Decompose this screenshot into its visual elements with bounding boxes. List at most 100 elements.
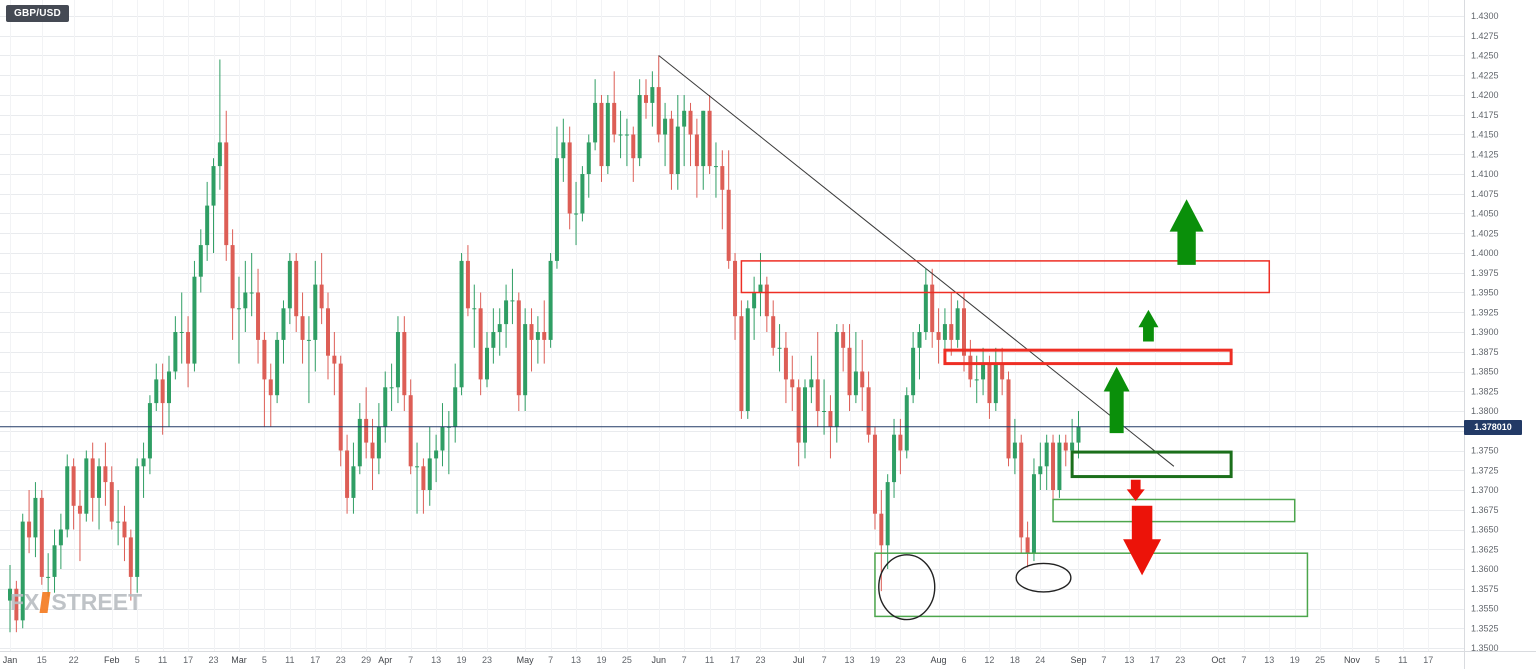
july-low-circle[interactable] <box>878 554 936 621</box>
candle <box>192 260 197 372</box>
symbol-badge[interactable]: GBP/USD <box>6 5 69 22</box>
candle <box>345 434 350 514</box>
svg-text:11: 11 <box>1398 655 1407 665</box>
bullish-arrow-medium[interactable] <box>1103 366 1130 434</box>
candle <box>465 245 470 317</box>
candle <box>694 118 699 198</box>
svg-text:1.3950: 1.3950 <box>1471 288 1499 298</box>
candle <box>675 95 680 190</box>
svg-text:1.4150: 1.4150 <box>1471 130 1499 140</box>
svg-text:1.3725: 1.3725 <box>1471 465 1499 475</box>
support-zone-mid[interactable] <box>1052 498 1296 523</box>
candle <box>650 71 655 127</box>
candle <box>205 181 210 261</box>
symbol-label: GBP/USD <box>14 8 61 19</box>
candle <box>593 79 598 151</box>
candle <box>243 260 248 332</box>
candle <box>631 126 636 182</box>
candle <box>783 332 788 404</box>
svg-text:12: 12 <box>984 655 994 665</box>
candle <box>128 529 133 601</box>
svg-text:17: 17 <box>1150 655 1160 665</box>
candle <box>313 260 318 372</box>
svg-text:1.3800: 1.3800 <box>1471 406 1499 416</box>
candle <box>281 300 286 364</box>
candle <box>1006 371 1011 467</box>
candle <box>542 300 547 364</box>
candle <box>77 490 82 562</box>
candle <box>987 355 992 419</box>
candle <box>27 490 32 554</box>
candle <box>1038 442 1043 490</box>
candle <box>230 229 235 340</box>
svg-text:7: 7 <box>548 655 553 665</box>
support-zone-near[interactable] <box>1070 450 1233 479</box>
candle <box>815 332 820 427</box>
svg-text:22: 22 <box>69 655 79 665</box>
candle <box>90 442 95 522</box>
candle <box>866 371 871 443</box>
candle <box>440 403 445 467</box>
watermark-street-text: STREET <box>51 589 143 615</box>
svg-text:5: 5 <box>262 655 267 665</box>
fxstreet-watermark: FX STREET <box>10 591 142 614</box>
candle <box>955 300 960 348</box>
svg-text:Jul: Jul <box>793 655 805 665</box>
svg-text:13: 13 <box>571 655 581 665</box>
candle <box>14 580 19 633</box>
resistance-zone-lower[interactable] <box>943 348 1233 366</box>
candle <box>618 110 623 159</box>
svg-text:29: 29 <box>361 655 371 665</box>
candle <box>364 387 369 459</box>
august-low-circle[interactable] <box>1015 562 1072 593</box>
resistance-zone-upper[interactable] <box>740 260 1271 294</box>
bearish-arrow-small[interactable] <box>1126 479 1145 502</box>
bearish-target-arrow-large[interactable] <box>1123 505 1162 576</box>
candle <box>65 454 70 538</box>
svg-text:17: 17 <box>183 655 193 665</box>
candle <box>478 292 483 396</box>
candle <box>962 292 966 372</box>
candle <box>733 253 738 340</box>
svg-text:1.3925: 1.3925 <box>1471 307 1499 317</box>
candle <box>249 253 254 317</box>
svg-text:11: 11 <box>285 655 294 665</box>
support-zone-deep[interactable] <box>874 552 1309 618</box>
candle <box>739 300 744 419</box>
y-axis: 1.4300 1.4275 1.4250 1.4225 1.4200 1.4175 1.41… <box>1471 11 1499 653</box>
candle <box>790 355 795 411</box>
candle <box>116 490 121 546</box>
candle <box>720 150 725 230</box>
candle <box>275 332 280 404</box>
candle <box>872 426 877 530</box>
candle <box>834 324 839 443</box>
bullish-target-arrow-large[interactable] <box>1169 199 1204 265</box>
candle <box>917 324 922 380</box>
candle <box>860 339 865 411</box>
svg-text:Jan: Jan <box>3 655 18 665</box>
candle <box>644 79 648 119</box>
candle <box>752 276 757 340</box>
svg-text:1.4125: 1.4125 <box>1471 149 1499 159</box>
candle <box>236 276 241 364</box>
candle <box>326 292 330 380</box>
candle <box>892 418 897 498</box>
candle <box>351 442 356 514</box>
candle <box>612 71 617 143</box>
svg-text:23: 23 <box>209 655 219 665</box>
candle <box>154 363 159 411</box>
candle <box>656 55 661 143</box>
candle <box>370 418 375 490</box>
candle <box>402 316 407 411</box>
svg-text:Jun: Jun <box>651 655 666 665</box>
svg-text:25: 25 <box>622 655 632 665</box>
candle <box>567 126 572 230</box>
bullish-arrow-small[interactable] <box>1138 309 1159 342</box>
candle <box>745 300 750 419</box>
candle <box>663 102 668 167</box>
svg-text:5: 5 <box>1375 655 1380 665</box>
candle <box>33 482 38 558</box>
svg-text:1.3625: 1.3625 <box>1471 544 1499 554</box>
candle <box>160 363 165 435</box>
